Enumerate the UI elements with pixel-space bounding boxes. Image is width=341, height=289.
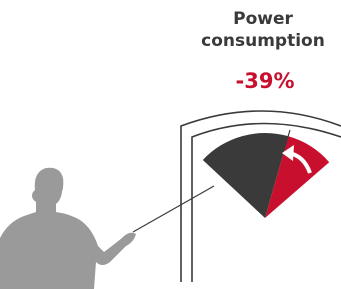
page: Power consumption -39% (() => { const da… <box>0 0 341 289</box>
pointer <box>133 186 214 232</box>
change-label: -39% <box>236 69 295 93</box>
illustration: Power consumption -39% <box>0 0 341 289</box>
title-line: consumption <box>201 31 325 51</box>
title-line: Power <box>233 9 293 29</box>
person <box>0 168 136 289</box>
